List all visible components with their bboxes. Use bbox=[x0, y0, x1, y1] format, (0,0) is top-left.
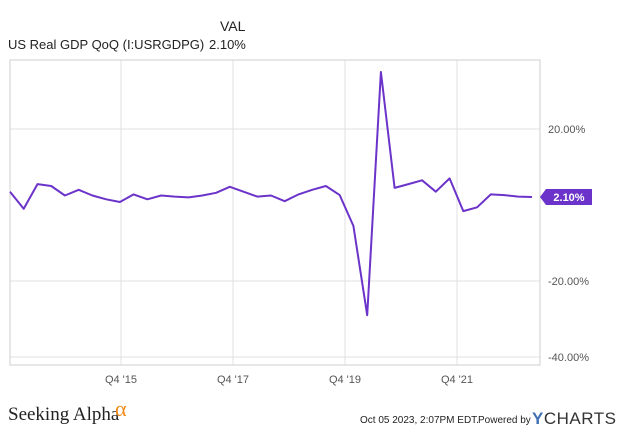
last-value-badge: 2.10% bbox=[540, 189, 592, 206]
plot-frame bbox=[9, 59, 541, 366]
last-value-badge-label: 2.10% bbox=[553, 192, 584, 204]
y-tick-label: -40.00% bbox=[548, 352, 589, 364]
footer-timestamp: Oct 05 2023, 2:07PM EDT. bbox=[360, 415, 479, 426]
last-value-badge-shape bbox=[540, 189, 592, 206]
x-tick-labels: Q4 '15 Q4 '17 Q4 '19 Q4 '21 bbox=[105, 374, 473, 386]
ycharts-logo: YCHARTS bbox=[532, 409, 616, 429]
series-line bbox=[9, 71, 533, 317]
x-tick-label: Q4 '15 bbox=[105, 374, 137, 386]
y-tick-label: 20.00% bbox=[548, 124, 586, 136]
ycharts-y-letter: Y bbox=[532, 409, 544, 428]
grid-lines bbox=[10, 60, 540, 365]
alpha-symbol-icon: α bbox=[115, 396, 127, 421]
footer-powered-by: Powered by bbox=[478, 415, 531, 426]
y-tick-labels: 20.00% -20.00% -40.00% bbox=[548, 124, 589, 364]
x-tick-label: Q4 '21 bbox=[441, 374, 473, 386]
legend-series-value: 2.10% bbox=[209, 37, 246, 52]
y-tick-label: -20.00% bbox=[548, 276, 589, 288]
x-tick-label: Q4 '19 bbox=[329, 374, 361, 386]
legend-series-name: US Real GDP QoQ (I:USRGDPG) bbox=[8, 37, 205, 52]
x-tick-label: Q4 '17 bbox=[217, 374, 249, 386]
legend-value-header: VAL bbox=[220, 18, 246, 34]
seeking-alpha-logo: Seeking Alpha bbox=[8, 404, 120, 425]
ycharts-word: CHARTS bbox=[543, 409, 617, 428]
